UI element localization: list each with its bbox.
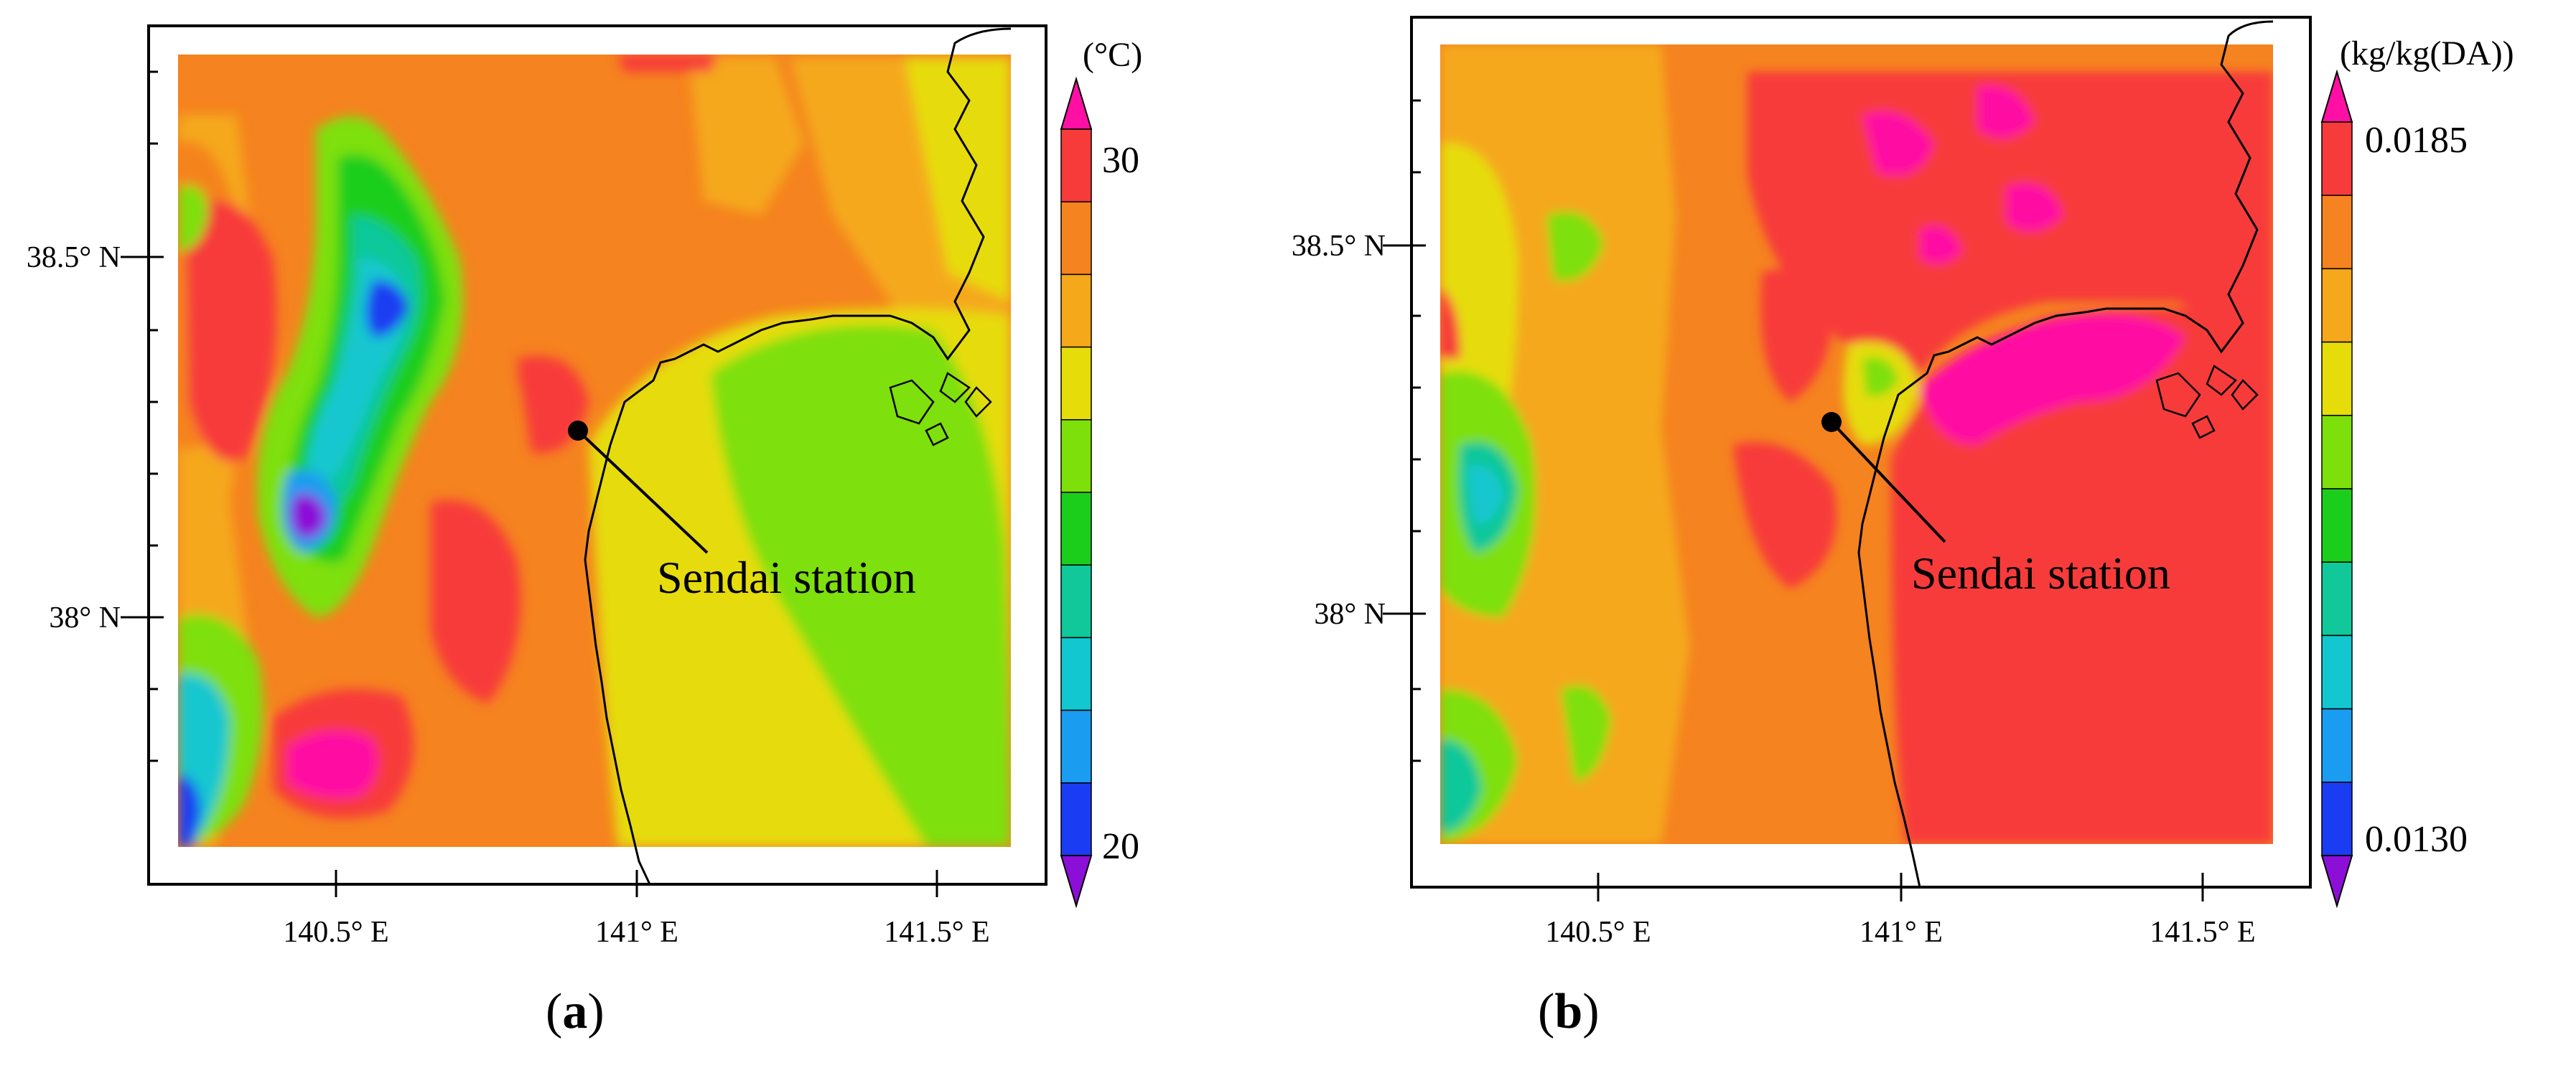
colorbar-segment	[2321, 634, 2353, 710]
lat-label-38-5: 38.5° N	[27, 241, 121, 274]
colorbar-min-label: 0.0130	[2365, 819, 2468, 860]
colorbar-segment	[1060, 128, 1092, 202]
colorbar-segment	[2321, 415, 2353, 490]
station-leader-line	[1830, 421, 1946, 543]
colorbar-segment	[1060, 419, 1092, 493]
lat-label-38-5: 38.5° N	[1292, 230, 1386, 263]
colorbar-segment	[1060, 709, 1092, 784]
lon-label-141: 141° E	[595, 916, 678, 949]
colorbar-bottom-arrow	[2320, 855, 2353, 909]
colorbar-segment	[2321, 195, 2353, 270]
lat-label-38: 38° N	[49, 601, 121, 634]
colorbar-segment	[2321, 782, 2353, 856]
map-b-ticks	[1383, 99, 2204, 901]
colorbar-segment	[2321, 561, 2353, 637]
map-b-field	[1440, 44, 2273, 844]
map-a-ticks	[121, 70, 938, 897]
station-label: Sendai station	[1911, 548, 2170, 599]
colorbar-unit: (kg/kg(DA))	[2340, 34, 2514, 72]
colorbar-top-arrow	[1060, 76, 1093, 130]
colorbar-segment	[1060, 782, 1092, 856]
colorbar-top-arrow	[2320, 69, 2353, 123]
colorbar-unit: (°C)	[1083, 36, 1142, 74]
colorbar-segment	[1060, 273, 1092, 348]
map-a-svg: 38.5° N 38° N 140.5° E 141° E 141.5° E S…	[27, 24, 1142, 949]
colorbar-segment	[1060, 637, 1092, 711]
map-a-field	[178, 55, 1011, 847]
colorbar-bottom-arrow	[1060, 855, 1093, 909]
panel-a-temperature-map: 38.5° N 38° N 140.5° E 141° E 141.5° E S…	[27, 24, 1142, 1039]
colorbar-segment	[1060, 201, 1092, 276]
colorbar-max-label: 0.0185	[2365, 120, 2468, 161]
colorbar-max-label: 30	[1102, 140, 1139, 181]
lon-label-141-5: 141.5° E	[2150, 916, 2255, 949]
map-b-coastline	[1857, 20, 2274, 888]
station-leader-line	[577, 429, 709, 554]
map-b-svg: 38.5° N 38° N 140.5° E 141° E 141.5° E S…	[1292, 16, 2514, 949]
map-a-islands	[889, 372, 992, 446]
colorbar-segment	[1060, 492, 1092, 566]
colorbar-segment	[1060, 346, 1092, 421]
lon-label-141-5: 141.5° E	[884, 916, 989, 949]
colorbar-b	[2320, 69, 2353, 909]
map-a-coastline	[584, 27, 1012, 885]
caption-b: (b)	[1538, 984, 1600, 1039]
colorbar-segment	[2321, 708, 2353, 783]
panel-b-humidity-map: 38.5° N 38° N 140.5° E 141° E 141.5° E S…	[1288, 0, 2576, 1068]
colorbar-segment	[2321, 488, 2353, 563]
colorbar-a	[1060, 76, 1093, 909]
colorbar-min-label: 20	[1102, 826, 1139, 867]
colorbar-segment	[2321, 341, 2353, 416]
colorbar-segment	[2321, 268, 2353, 343]
caption-a: (a)	[546, 984, 605, 1039]
station-label: Sendai station	[657, 552, 916, 603]
map-b-islands	[2155, 365, 2259, 439]
lon-label-141: 141° E	[1859, 916, 1943, 949]
lon-label-140-5: 140.5° E	[283, 916, 388, 949]
colorbar-segment	[2321, 121, 2353, 196]
lon-label-140-5: 140.5° E	[1545, 916, 1651, 949]
lat-label-38: 38° N	[1314, 598, 1386, 631]
colorbar-segment	[1060, 564, 1092, 639]
